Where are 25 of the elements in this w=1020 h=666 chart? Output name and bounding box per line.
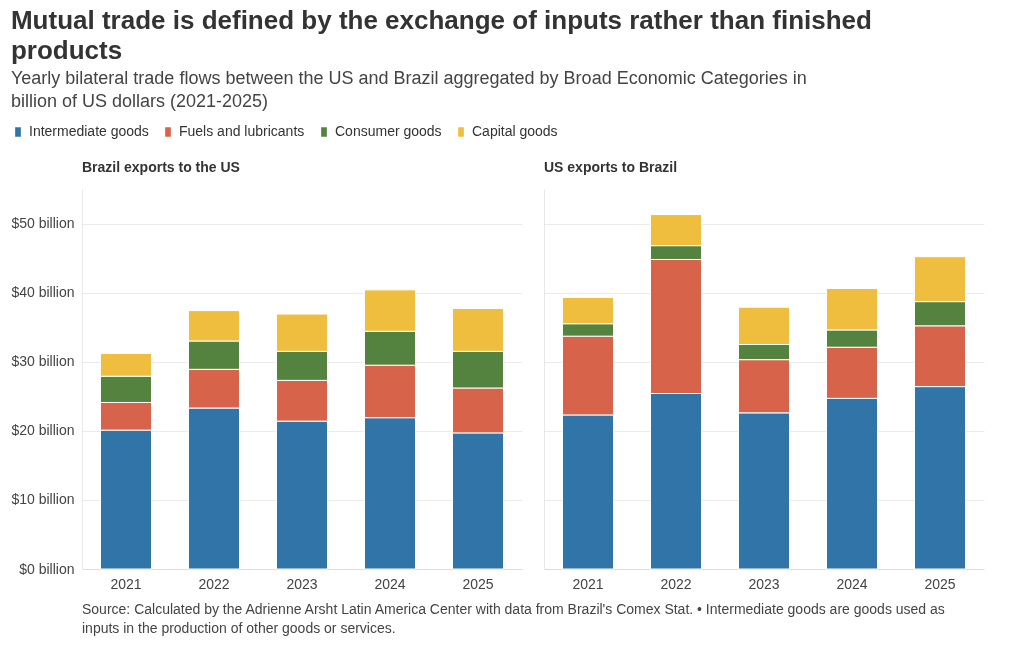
- y-tick-label: $40 billion: [11, 284, 75, 301]
- legend-label: Fuels and lubricants: [179, 123, 305, 139]
- y-tick-label: $0 billion: [19, 560, 75, 577]
- x-tick-label: 2025: [462, 575, 494, 592]
- chart-title: Brazil exports to the US: [82, 159, 240, 175]
- legend-label: Intermediate goods: [29, 123, 149, 139]
- x-tick-label: 2023: [286, 575, 318, 592]
- x-tick-label: 2022: [198, 575, 230, 592]
- source-note: Source: Calculated by the Adrienne Arsht Latin America Center with data from Brazil's Comex Stat. • Intermediate goods are goods used as inputs in the production of other goods or services.: [82, 601, 945, 636]
- x-tick-label: 2023: [748, 575, 780, 592]
- x-tick-label: 2025: [924, 575, 956, 592]
- y-tick-label: $30 billion: [11, 353, 75, 370]
- x-tick-label: 2021: [110, 575, 142, 592]
- text: Mutual trade is defined by the exchange of inputs rather than finished products: [10, 5, 872, 65]
- y-tick-label: $10 billion: [11, 491, 75, 508]
- chart-title: US exports to Brazil: [544, 159, 678, 175]
- x-tick-label: 2021: [572, 575, 604, 592]
- legend-label: Capital goods: [472, 123, 558, 139]
- y-tick-label: $50 billion: [11, 215, 75, 232]
- legend-label: Consumer goods: [335, 123, 442, 139]
- x-tick-label: 2024: [374, 575, 406, 592]
- x-tick-label: 2024: [836, 575, 868, 592]
- y-tick-label: $20 billion: [11, 422, 75, 439]
- text: Yearly bilateral trade flows between the US and Brazil aggregated by Broad Economic Categories in billion of US dollars (2021-2025): [10, 68, 807, 111]
- x-tick-label: 2022: [660, 575, 692, 592]
